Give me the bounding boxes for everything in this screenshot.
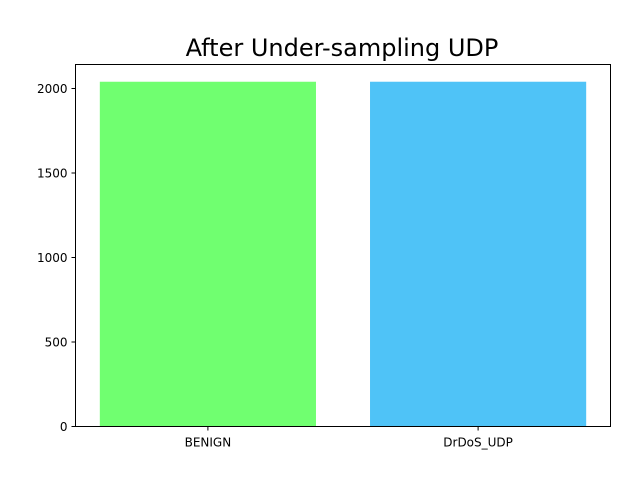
bar-benign <box>99 81 316 427</box>
y-tick-label: 1000 <box>37 251 68 265</box>
y-tick-label: 0 <box>60 420 68 434</box>
plot-frame <box>75 64 611 427</box>
x-tick-label: BENIGN <box>185 436 232 450</box>
x-axis-ticks: BENIGN DrDoS_UDP <box>185 426 513 450</box>
y-tick-label: 1500 <box>37 166 68 180</box>
bars-group <box>99 81 587 427</box>
y-tick-label: 2000 <box>37 82 68 96</box>
y-tick-label: 500 <box>45 335 68 349</box>
x-tick-label: DrDoS_UDP <box>443 436 513 450</box>
bar-drdos-udp <box>370 81 587 427</box>
y-axis-ticks: 0 500 1000 1500 2000 <box>37 82 76 434</box>
chart-title: After Under-sampling UDP <box>186 34 499 62</box>
